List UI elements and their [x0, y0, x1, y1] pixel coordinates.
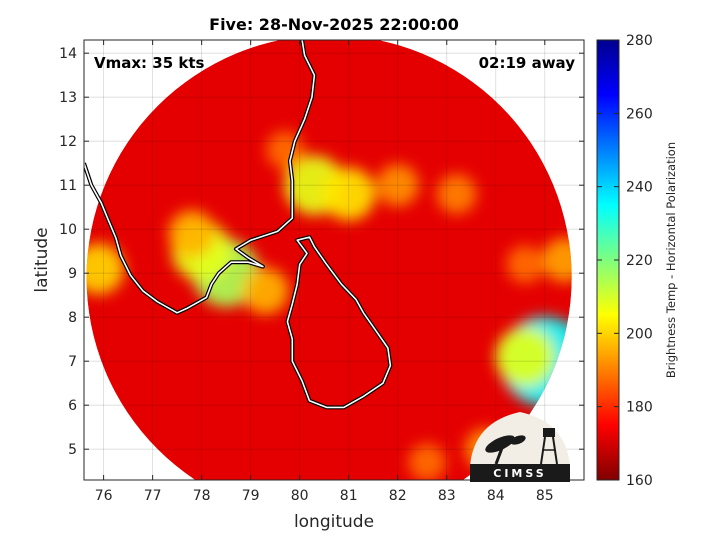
colorbar-tick-label: 280 — [626, 33, 653, 49]
x-tick-label: 79 — [242, 488, 260, 504]
y-tick-label: 10 — [59, 222, 77, 238]
colorbar-tick-label: 180 — [626, 400, 653, 416]
coastline-sri-lanka-outline — [286, 236, 392, 409]
chart-title: Five: 28-Nov-2025 22:00:00 — [209, 15, 459, 34]
logo-text: CIMSS — [493, 467, 546, 480]
vmax-annotation: Vmax: 35 kts — [94, 54, 204, 72]
x-tick-label: 83 — [438, 488, 456, 504]
swath-background — [86, 40, 572, 480]
x-tick-label: 81 — [340, 488, 358, 504]
colorbar-tick-label: 240 — [626, 180, 653, 196]
axes-frame — [83, 39, 585, 481]
data-feature — [86, 243, 125, 295]
x-tick-label: 84 — [487, 488, 505, 504]
colorbar-tick-label: 200 — [626, 326, 653, 342]
y-tick-label: 8 — [68, 310, 77, 326]
x-tick-label: 85 — [536, 488, 554, 504]
y-axis-label: latitude — [32, 227, 52, 292]
data-feature — [322, 167, 376, 221]
y-tick-label: 6 — [68, 398, 77, 414]
coastline-india-outline — [84, 40, 316, 314]
data-feature — [495, 327, 555, 387]
x-tick-label: 80 — [291, 488, 309, 504]
y-tick-label: 11 — [59, 178, 77, 194]
y-tick-label: 12 — [59, 134, 77, 150]
colorbar-tick-label: 260 — [626, 106, 653, 122]
cimss-logo: CIMSS — [470, 412, 570, 482]
y-tick-label: 9 — [68, 266, 77, 282]
y-tick-label: 14 — [59, 46, 77, 62]
x-axis-label: longitude — [294, 512, 374, 532]
x-tick-label: 82 — [389, 488, 407, 504]
coastlines — [84, 40, 393, 410]
colorbar-ticks: 160 180 200 220 240 260 280 — [597, 33, 653, 489]
x-tick-label: 78 — [193, 488, 211, 504]
colorbar-tick-label: 220 — [626, 253, 653, 269]
data-feature — [542, 237, 572, 283]
y-tick-label: 5 — [68, 442, 77, 458]
colorbar: 160 180 200 220 240 260 280 Brightness Temp - … — [596, 33, 678, 489]
data-feature — [506, 245, 544, 284]
data-feature — [436, 174, 477, 214]
x-axis-ticks: 76 77 78 79 80 81 82 83 84 85 — [95, 40, 554, 504]
y-axis-ticks: 5 6 7 8 9 10 11 12 13 14 — [59, 46, 584, 458]
data-feature — [376, 164, 419, 207]
x-tick-label: 76 — [95, 488, 113, 504]
time-away-annotation: 02:19 away — [479, 54, 576, 72]
colorbar-tick-label: 160 — [626, 473, 653, 489]
colorbar-label: Brightness Temp - Horizontal Polarizatio… — [664, 142, 678, 378]
y-tick-label: 13 — [59, 90, 77, 106]
data-feature — [408, 443, 446, 480]
x-tick-label: 77 — [144, 488, 162, 504]
heatmap-swath — [86, 40, 572, 480]
data-feature — [168, 210, 216, 257]
y-tick-label: 7 — [68, 354, 77, 370]
data-feature — [242, 267, 289, 314]
